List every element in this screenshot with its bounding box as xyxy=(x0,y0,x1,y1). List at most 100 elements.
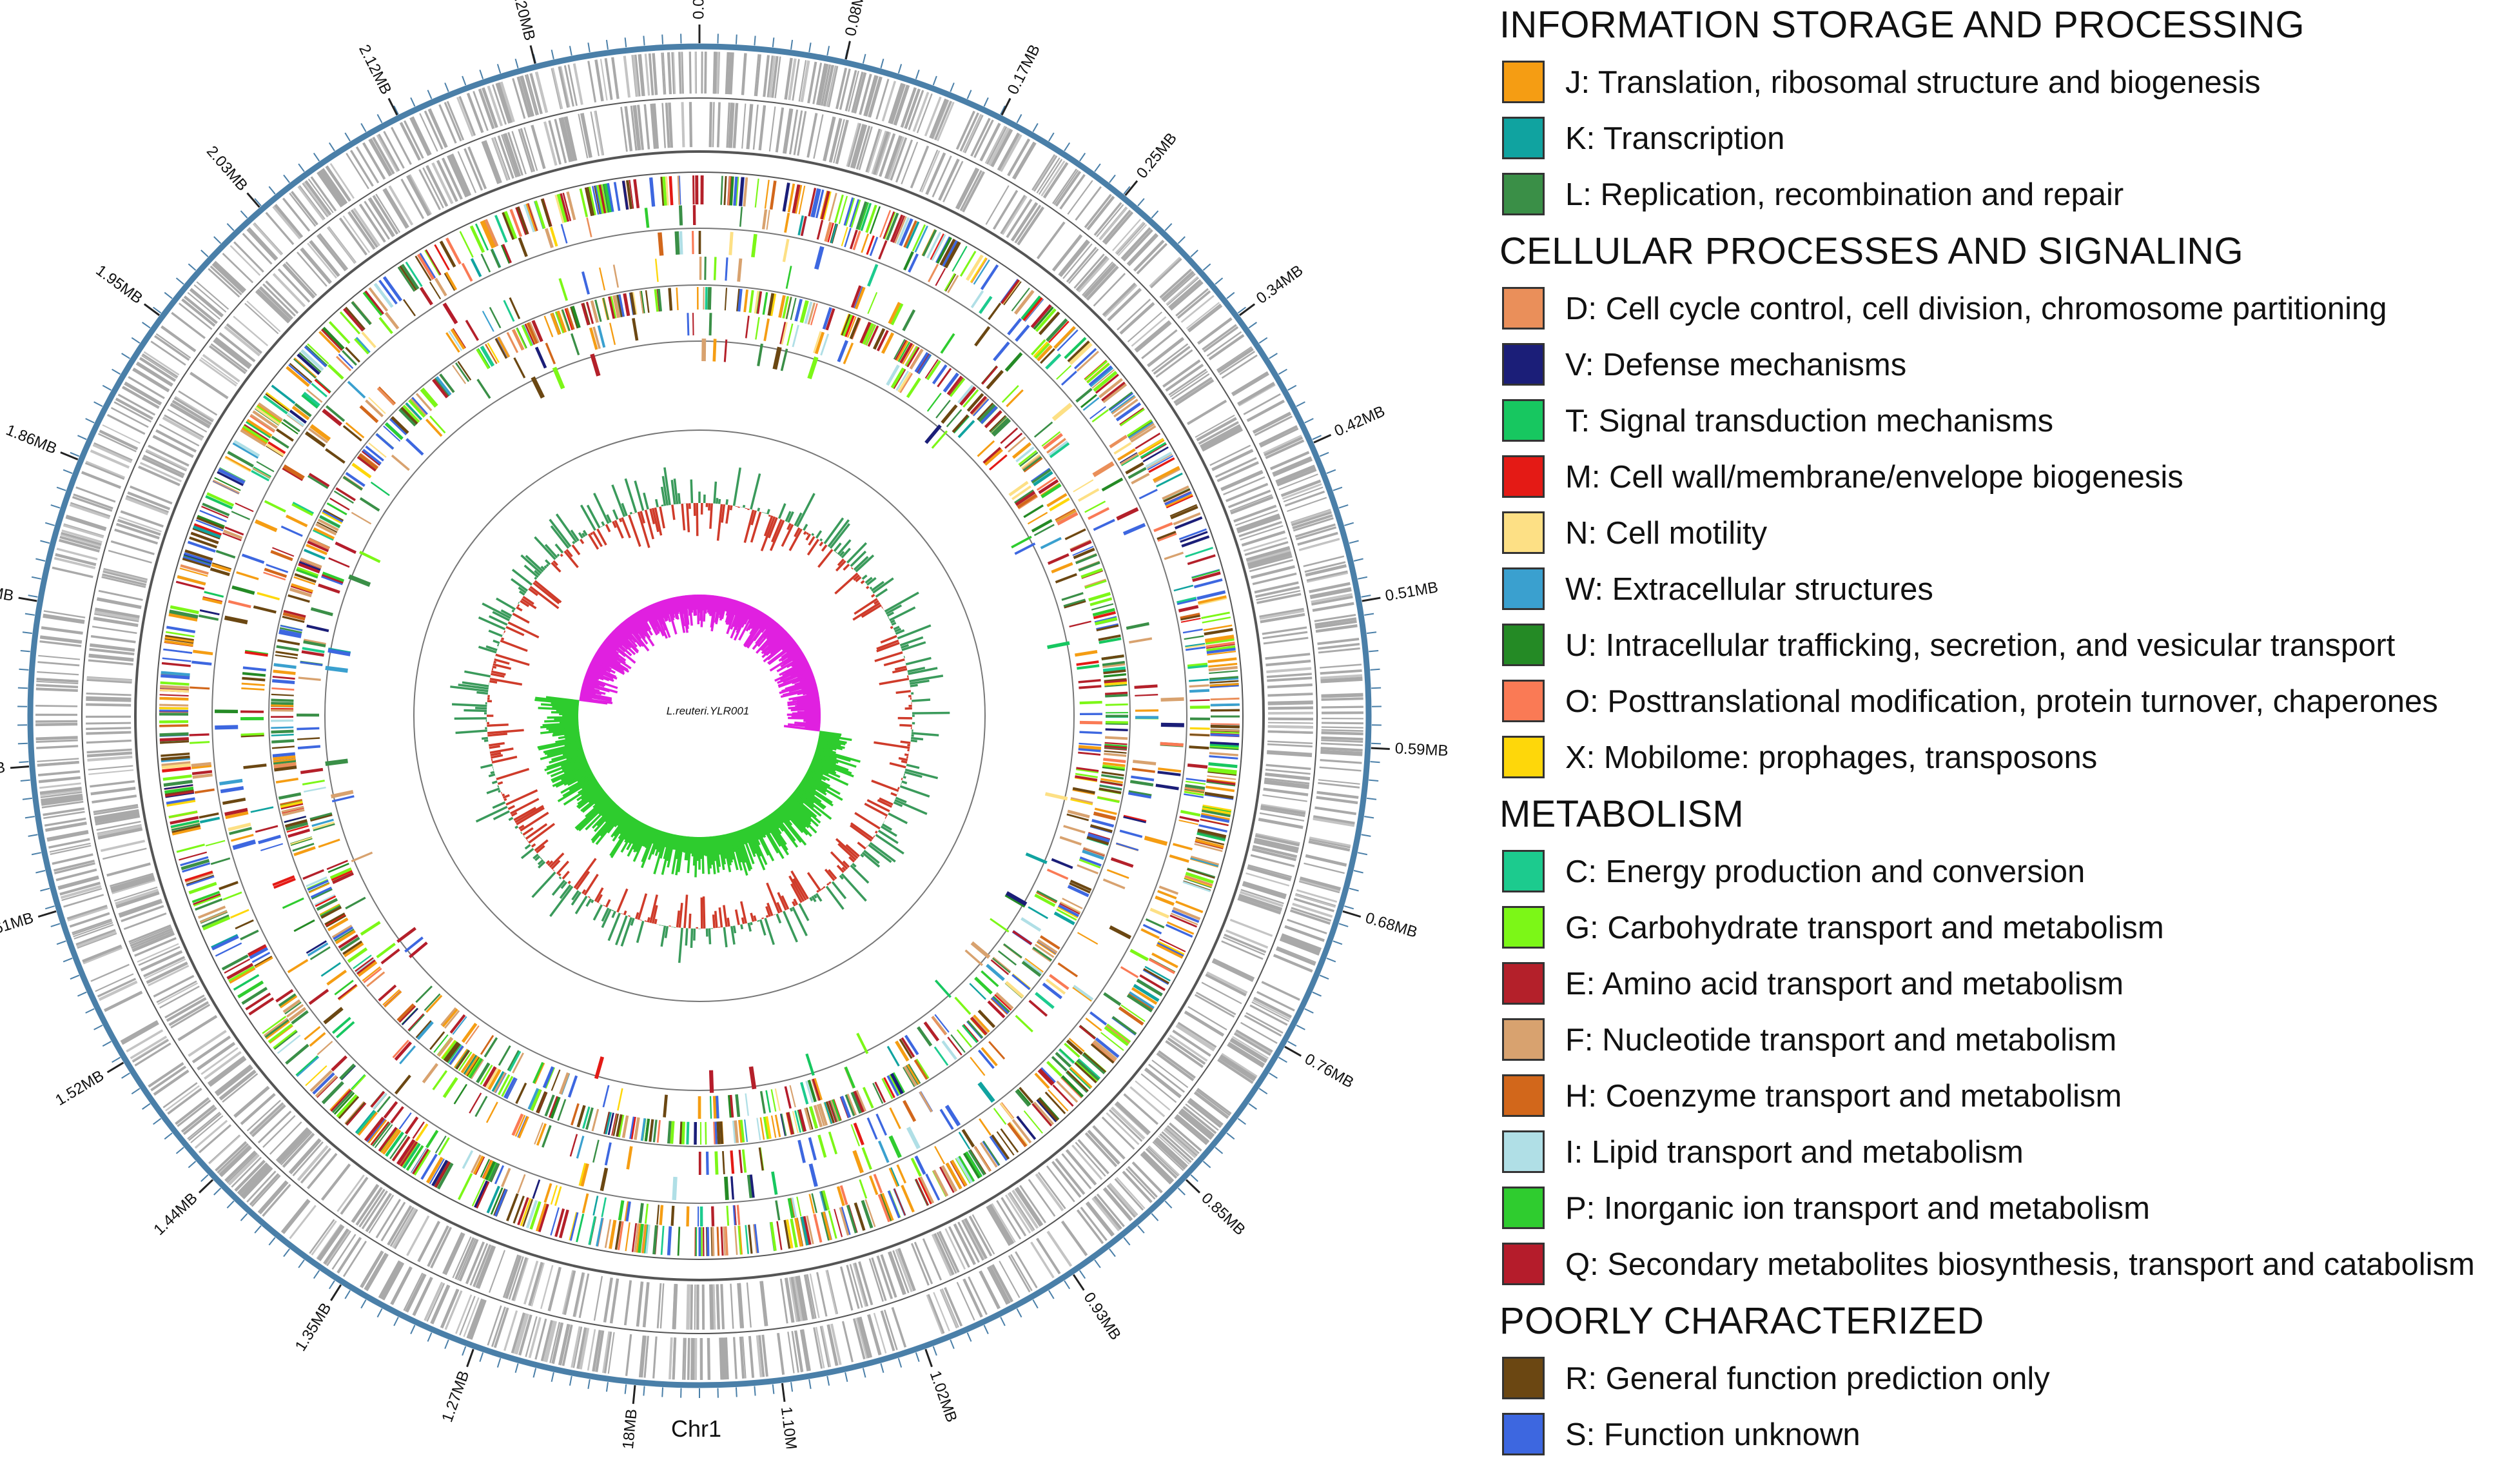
feature-mark xyxy=(735,1226,737,1255)
feature-mark xyxy=(310,1033,326,1046)
feature-mark xyxy=(87,749,132,752)
feature-mark xyxy=(1002,280,1019,303)
gc-content-bar xyxy=(550,520,571,547)
feature-mark xyxy=(862,234,868,253)
feature-mark xyxy=(163,649,192,653)
feature-mark xyxy=(233,842,255,848)
feature-mark xyxy=(1152,954,1178,967)
feature-mark xyxy=(382,1263,402,1299)
gc-content-bar xyxy=(454,718,487,719)
feature-mark xyxy=(148,1063,183,1087)
feature-mark xyxy=(1128,312,1162,342)
feature-mark xyxy=(142,354,178,377)
feature-mark xyxy=(83,948,122,963)
feature-mark xyxy=(288,595,310,602)
feature-mark xyxy=(418,1022,433,1039)
gc-content-bar xyxy=(892,623,895,625)
feature-mark xyxy=(1320,664,1362,667)
feature-mark xyxy=(957,1282,975,1320)
feature-mark xyxy=(1267,744,1313,747)
feature-mark xyxy=(1195,1092,1229,1117)
feature-mark xyxy=(962,1220,983,1260)
feature-mark xyxy=(776,1201,779,1221)
feature-mark xyxy=(979,1119,991,1135)
gc-content-bar xyxy=(822,889,823,890)
gc-content-bar xyxy=(582,533,584,537)
gc-content-bar xyxy=(587,899,591,907)
feature-mark xyxy=(298,678,321,680)
feature-mark xyxy=(208,1057,244,1084)
feature-mark xyxy=(605,1277,612,1322)
feature-mark xyxy=(583,113,591,157)
feature-mark xyxy=(1006,353,1022,371)
feature-mark xyxy=(1169,369,1206,395)
feature-mark xyxy=(190,742,210,744)
feature-mark xyxy=(688,1207,689,1226)
gc-content-bar xyxy=(502,638,504,640)
gc-content-bar xyxy=(891,620,895,622)
feature-mark xyxy=(1154,524,1173,531)
feature-mark xyxy=(611,1279,618,1323)
feature-mark xyxy=(294,920,315,931)
feature-mark xyxy=(360,498,379,511)
feature-mark xyxy=(326,668,348,671)
gc-content-bar xyxy=(734,926,736,933)
gc-content-bar xyxy=(691,480,692,504)
gc-content-bar xyxy=(516,607,522,611)
feature-mark xyxy=(1079,489,1099,501)
gc-content-bar xyxy=(496,769,529,780)
feature-mark xyxy=(211,858,230,864)
feature-mark xyxy=(107,863,151,875)
feature-mark xyxy=(987,1207,1010,1245)
feature-mark xyxy=(1153,468,1179,481)
feature-mark xyxy=(304,787,326,792)
gc-content-bar xyxy=(744,505,745,507)
feature-mark xyxy=(1209,753,1238,755)
gc-content-bar xyxy=(489,681,497,682)
feature-mark xyxy=(646,290,649,313)
feature-mark xyxy=(518,1174,525,1193)
feature-mark xyxy=(1267,685,1313,687)
gc-content-bar xyxy=(710,504,712,529)
feature-mark xyxy=(736,1121,737,1143)
feature-mark xyxy=(814,1214,821,1243)
feature-mark xyxy=(243,667,266,670)
feature-mark xyxy=(1132,769,1155,771)
feature-mark xyxy=(1145,838,1167,844)
gc-content-bar xyxy=(892,669,907,673)
gc-skew-bar xyxy=(698,595,699,624)
feature-mark xyxy=(571,1134,577,1157)
feature-mark xyxy=(717,52,718,94)
feature-mark xyxy=(201,358,238,384)
feature-mark xyxy=(1219,1058,1254,1081)
feature-mark xyxy=(37,679,79,682)
feature-mark xyxy=(282,1199,308,1232)
feature-mark xyxy=(200,610,219,614)
feature-mark xyxy=(787,324,792,346)
feature-mark xyxy=(277,646,299,650)
feature-mark xyxy=(916,1059,928,1079)
feature-mark xyxy=(1158,1051,1195,1078)
feature-mark xyxy=(1088,508,1109,518)
feature-mark xyxy=(471,1300,485,1339)
feature-mark xyxy=(396,1076,411,1094)
feature-mark xyxy=(335,981,353,995)
feature-mark xyxy=(282,898,304,908)
gc-content-bar xyxy=(573,542,574,544)
feature-mark xyxy=(1006,982,1023,997)
feature-mark xyxy=(314,529,334,538)
feature-mark xyxy=(744,177,747,206)
gc-content-bar xyxy=(804,524,807,530)
feature-mark xyxy=(1150,909,1168,917)
feature-mark xyxy=(1267,742,1313,744)
feature-mark xyxy=(751,1067,754,1089)
feature-mark xyxy=(161,676,190,678)
feature-mark xyxy=(753,234,756,257)
feature-mark xyxy=(271,741,294,742)
feature-mark xyxy=(1247,867,1291,879)
feature-mark xyxy=(329,558,349,567)
feature-mark xyxy=(169,812,197,817)
feature-mark xyxy=(745,290,747,312)
feature-mark xyxy=(902,1185,913,1212)
feature-mark xyxy=(499,1046,510,1065)
